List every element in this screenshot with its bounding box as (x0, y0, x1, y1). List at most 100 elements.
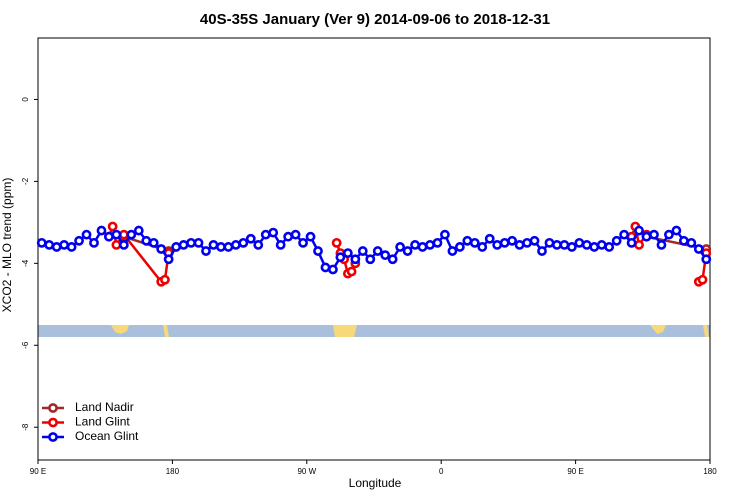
data-point (107, 221, 118, 232)
data-point (686, 237, 697, 248)
data-point (701, 254, 712, 265)
data-point (36, 237, 47, 248)
data-point (410, 240, 420, 250)
data-point (156, 244, 167, 254)
data-point (346, 266, 357, 277)
data-point (514, 240, 525, 250)
y-tick-label: 0 (21, 97, 30, 102)
data-point (574, 237, 585, 248)
data-point (387, 254, 398, 265)
x-tick-label: 90 E (30, 467, 46, 476)
map-strip (38, 325, 710, 337)
data-point (44, 240, 55, 250)
data-point (118, 229, 129, 240)
data-point (163, 254, 174, 265)
legend-label: Ocean Glint (75, 429, 139, 443)
data-point (357, 246, 368, 256)
x-tick-label: 90 W (297, 467, 316, 476)
y-tick-label: -6 (21, 341, 30, 349)
data-point (596, 240, 607, 250)
data-point (313, 246, 323, 256)
data-point (260, 229, 271, 240)
data-point (118, 240, 129, 250)
data-point (81, 229, 92, 240)
data-point (522, 237, 532, 248)
data-point (484, 233, 495, 244)
data-point (216, 242, 226, 252)
chart-title: 40S-35S January (Ver 9) 2014-09-06 to 20… (200, 11, 550, 28)
data-point (544, 237, 555, 248)
data-point (671, 225, 682, 236)
data-point (126, 229, 137, 240)
data-point (559, 240, 570, 250)
data-point (111, 229, 122, 240)
legend-marker (48, 417, 58, 428)
data-point (626, 237, 637, 248)
data-point (193, 237, 204, 248)
data-point (342, 248, 353, 258)
data-point (529, 235, 540, 246)
data-point (619, 229, 630, 240)
y-tick-label: -8 (21, 423, 30, 431)
data-point (425, 240, 435, 250)
data-point (641, 231, 652, 242)
data-point (395, 242, 406, 252)
data-point (290, 229, 301, 240)
data-point (566, 242, 577, 252)
data-point (581, 240, 592, 250)
data-point (402, 246, 413, 256)
data-point (253, 240, 264, 250)
data-point (141, 235, 152, 246)
x-tick-label: 90 E (567, 467, 583, 476)
data-point (678, 235, 689, 246)
data-point (59, 240, 70, 250)
data-point (89, 237, 99, 248)
data-point (440, 229, 450, 240)
data-point (656, 240, 667, 250)
data-point (201, 246, 211, 256)
data-point (208, 240, 219, 250)
data-point (104, 231, 114, 242)
data-point (335, 252, 346, 263)
data-point (537, 246, 547, 256)
data-point (111, 240, 122, 250)
data-point (160, 274, 170, 285)
data-point (283, 231, 294, 242)
data-point (275, 240, 286, 250)
data-point (133, 225, 144, 236)
data-point (74, 235, 84, 246)
data-point (238, 237, 249, 248)
data-point (372, 246, 383, 256)
data-point (380, 250, 391, 261)
data-point (697, 274, 708, 285)
y-tick-label: -4 (21, 259, 30, 267)
data-point (664, 229, 674, 240)
x-tick-label: 180 (703, 467, 717, 476)
data-point (51, 242, 62, 252)
data-point (268, 227, 279, 238)
data-point (417, 242, 428, 252)
x-tick-label: 180 (166, 467, 180, 476)
data-point (223, 242, 234, 252)
data-point (230, 240, 241, 250)
legend-label: Land Glint (75, 415, 130, 429)
data-point (171, 242, 182, 252)
x-axis-label: Longitude (349, 476, 402, 490)
y-axis-label: XCO2 - MLO trend (ppm) (0, 178, 14, 313)
data-point (611, 235, 622, 246)
data-point (634, 240, 644, 250)
data-point (507, 235, 518, 246)
data-point (604, 242, 615, 252)
data-point (477, 242, 488, 252)
data-point (320, 262, 331, 273)
legend-label: Land Nadir (75, 400, 134, 414)
data-point (331, 237, 342, 248)
data-point (492, 240, 503, 250)
data-point (589, 242, 600, 252)
data-point (245, 233, 256, 244)
data-point (469, 237, 480, 248)
data-point (148, 237, 159, 248)
data-point (447, 246, 458, 256)
data-point (178, 240, 189, 250)
